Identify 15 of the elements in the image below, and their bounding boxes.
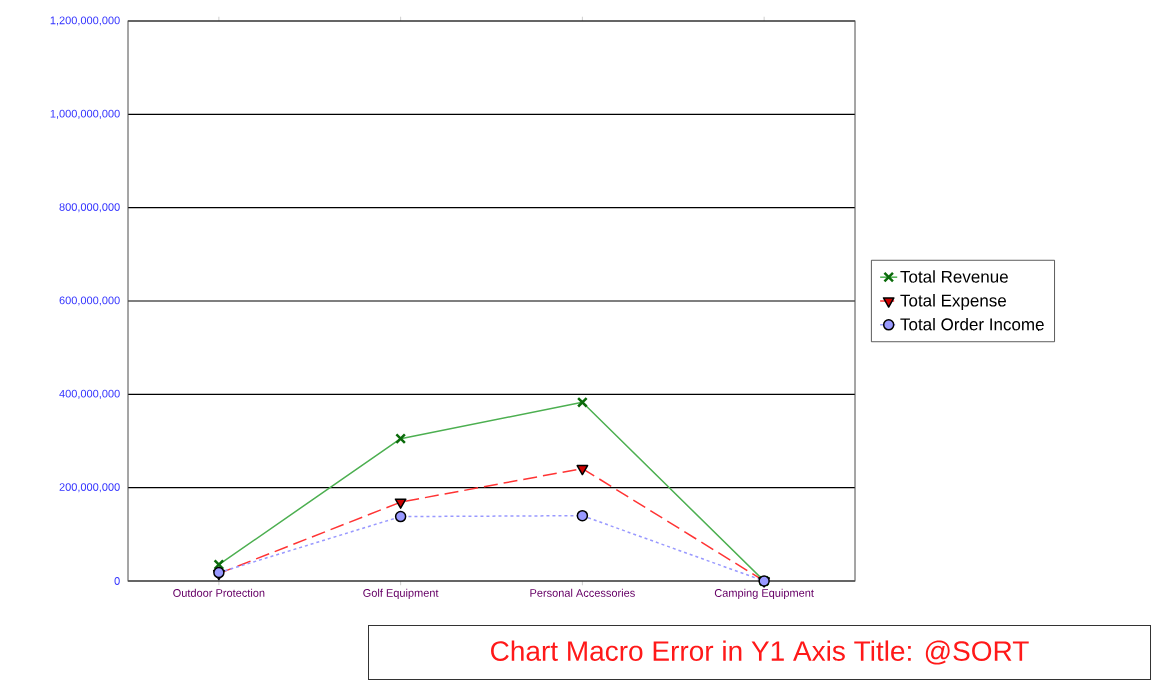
x-tick-label: Camping Equipment [714, 588, 814, 600]
legend-label: Total Order Income [900, 317, 1044, 331]
text: Chart Macro Error in Y1 Axis Title: @SORT [491, 640, 1029, 665]
y-tick-label: 600,000,000 [59, 296, 120, 306]
y-tick-label: 0 [114, 577, 120, 585]
y-tick-label: 200,000,000 [59, 483, 120, 493]
legend-label: Total Revenue [900, 270, 1008, 283]
x-tick-label: Outdoor Protection [173, 588, 265, 597]
y-tick-label: 1,000,000,000 [50, 109, 120, 119]
x-tick-label: Golf Equipment [363, 588, 439, 600]
y-tick-label: 800,000,000 [59, 203, 120, 213]
legend-label: Total Expense [900, 294, 1006, 310]
y-tick-label: 400,000,000 [59, 389, 120, 399]
y-tick-label: 1,200,000,000 [50, 16, 120, 26]
x-tick-label: Personal Accessories [530, 588, 635, 597]
